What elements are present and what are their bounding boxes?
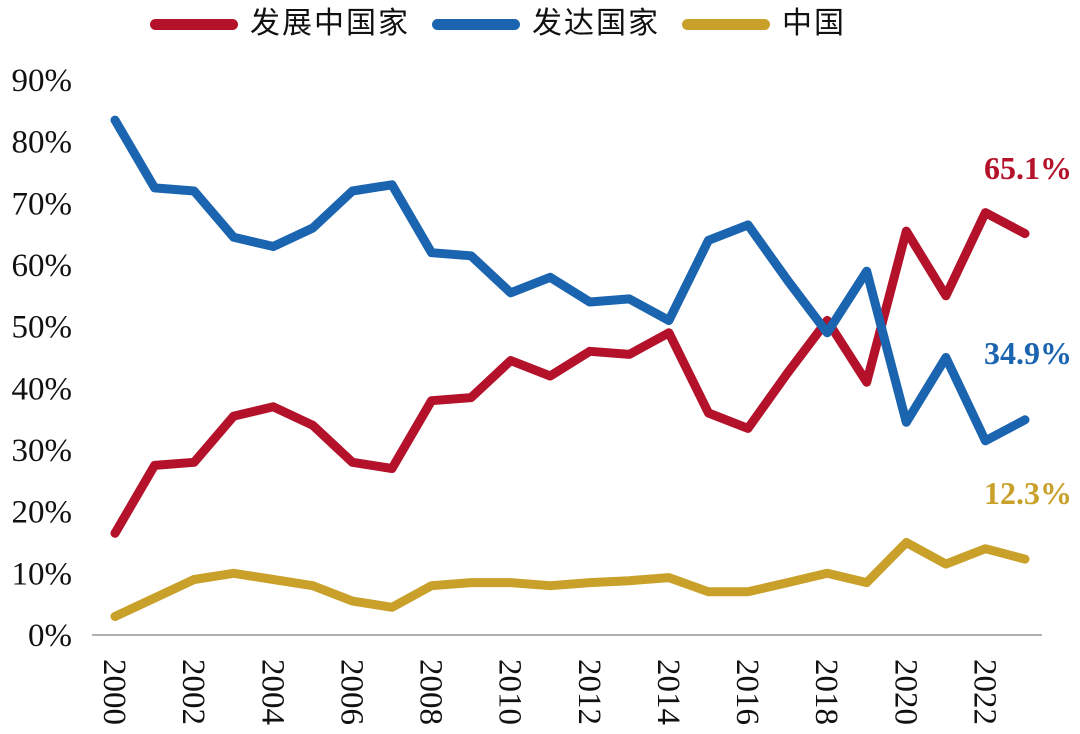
legend-item-developed: 发达国家 [432, 4, 660, 44]
x-tick-label: 2018 [808, 659, 844, 725]
y-tick-label: 50% [12, 310, 73, 346]
x-tick-label: 2022 [966, 659, 1002, 725]
x-tick-label: 2016 [729, 659, 765, 725]
x-tick-label: 2014 [650, 659, 686, 725]
y-tick-label: 60% [12, 248, 73, 284]
series-line-developed [110, 115, 1030, 446]
y-tick-label: 20% [12, 495, 73, 531]
legend-swatch-developed [432, 18, 520, 30]
legend-label-developed: 发达国家 [532, 6, 660, 41]
legend-label-china: 中国 [782, 6, 846, 41]
series-lines [110, 115, 1030, 621]
y-tick-label: 70% [12, 186, 73, 222]
y-tick-label: 80% [12, 125, 73, 161]
y-tick-label: 90% [12, 63, 73, 99]
chart-legend: 发展中国家 发达国家 中国 [150, 4, 846, 44]
legend-item-developing: 发展中国家 [150, 4, 410, 44]
end-label-china: 12.3% [984, 475, 1072, 511]
end-labels: 65.1% 34.9% 12.3% [984, 150, 1072, 511]
x-tick-label: 2020 [887, 659, 923, 725]
end-label-developing: 65.1% [984, 150, 1072, 186]
series-line-china [110, 538, 1030, 621]
y-tick-label: 10% [12, 556, 73, 592]
end-label-developed: 34.9% [984, 335, 1072, 371]
legend-swatch-developing [150, 18, 238, 30]
legend-item-china: 中国 [682, 4, 846, 44]
legend-swatch-china [682, 18, 770, 30]
y-tick-label: 40% [12, 371, 73, 407]
x-tick-label: 2012 [571, 659, 607, 725]
x-tick-label: 2008 [413, 659, 449, 725]
y-tick-label: 0% [28, 618, 72, 654]
y-axis-ticks: 0% 10% 20% 30% 40% 50% 60% 70% 80% 90% [12, 63, 73, 654]
x-tick-label: 2010 [492, 659, 528, 725]
x-tick-label: 2004 [254, 659, 290, 725]
y-tick-label: 30% [12, 433, 73, 469]
x-tick-label: 2006 [333, 659, 369, 725]
x-tick-label: 2000 [96, 659, 132, 725]
legend-label-developing: 发展中国家 [250, 6, 410, 41]
series-line-developing [110, 208, 1030, 538]
x-tick-label: 2002 [175, 659, 211, 725]
x-axis-ticks: 2000 2002 2004 2006 2008 2010 2012 2014 2016 2018… [96, 659, 1002, 725]
